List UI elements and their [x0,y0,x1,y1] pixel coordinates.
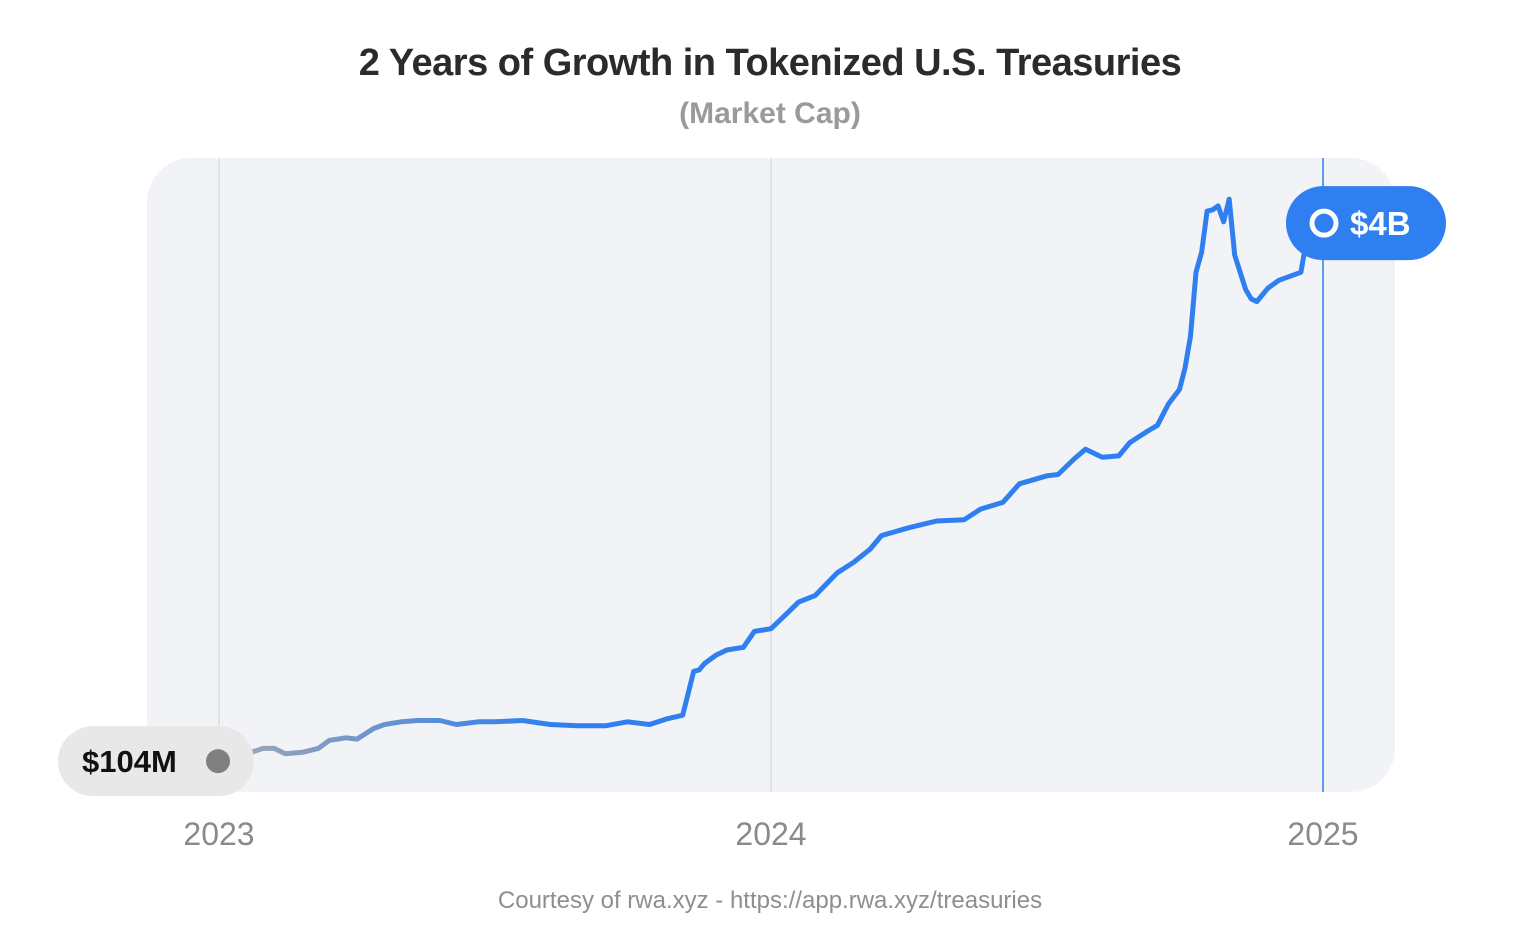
x-tick-label-2024: 2024 [735,816,806,852]
start-point-marker [206,749,230,774]
chart-subtitle: (Market Cap) [679,97,861,130]
end-point-marker [1309,208,1339,238]
series-line [216,196,1326,764]
start-value-badge [58,726,254,797]
end-value-label: $4B [1350,205,1411,242]
end-value-badge [1286,186,1446,261]
source-credit: Courtesy of rwa.xyz - https://app.rwa.xy… [497,887,1043,914]
x-tick-label-2023: 2023 [183,816,254,852]
x-tick-label-2025: 2025 [1287,816,1358,852]
chart-title: 2 Years of Growth in Tokenized U.S. Trea… [358,42,1182,84]
start-value-label: $104M [82,744,177,779]
